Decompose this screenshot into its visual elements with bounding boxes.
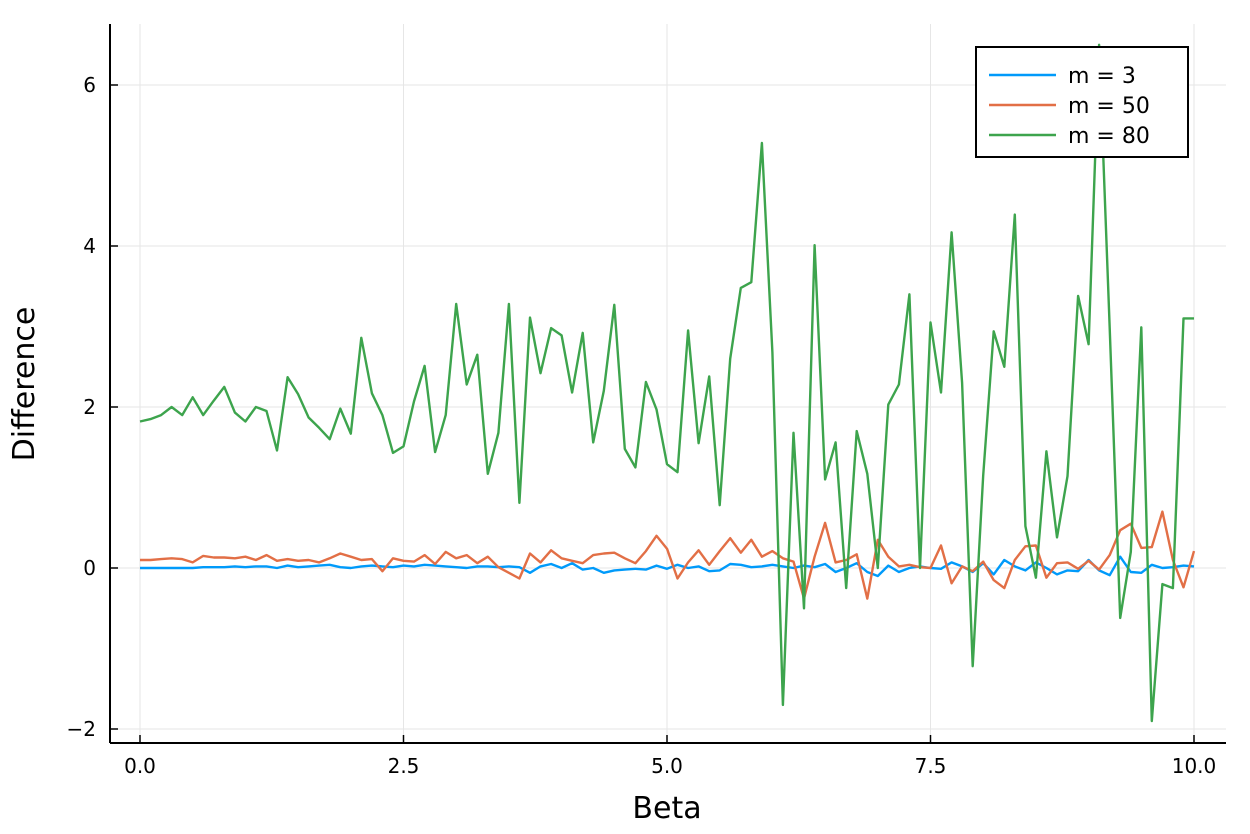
y-tick-label: 4	[83, 234, 96, 258]
legend-label: m = 50	[1068, 94, 1150, 119]
x-tick-label: 2.5	[388, 754, 420, 778]
x-tick-label: 7.5	[915, 754, 947, 778]
axes	[109, 24, 1226, 744]
y-tick-label: 6	[83, 73, 96, 97]
y-tick-label: −2	[67, 717, 96, 741]
y-axis-label: Difference	[7, 307, 42, 462]
y-tick-label: 0	[83, 556, 96, 580]
x-tick-label: 10.0	[1172, 754, 1217, 778]
y-tick-label: 2	[83, 395, 96, 419]
x-tick-label: 5.0	[651, 754, 683, 778]
series-line-m-80	[139, 43, 1194, 723]
legend: m = 3 m = 50 m = 80	[975, 46, 1189, 158]
series-line-m-50	[140, 510, 1196, 600]
series-layer	[139, 43, 1196, 723]
x-tick-label: 0.0	[124, 754, 156, 778]
series-line-m-3	[140, 555, 1195, 578]
legend-label: m = 80	[1068, 124, 1150, 149]
x-axis-label: Beta	[632, 791, 701, 826]
legend-label: m = 3	[1068, 64, 1136, 89]
legend-box	[975, 46, 1189, 158]
ticks: 0.0 2.5 5.0 7.5 10.0 −2 0 2 4 6	[67, 73, 1217, 778]
